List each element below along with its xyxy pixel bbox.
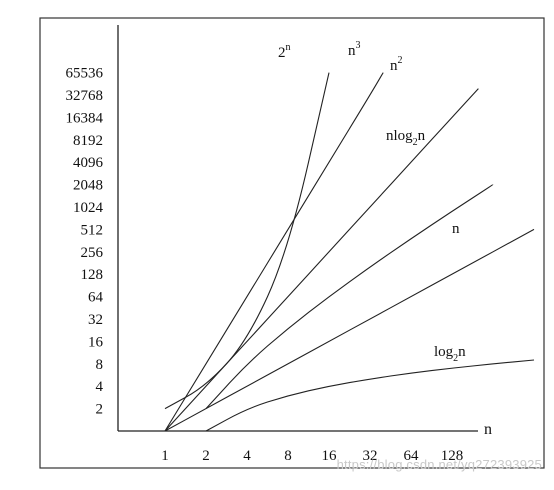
series-label-n3: n3: [348, 40, 361, 59]
chart-frame: [39, 17, 545, 469]
series-label-nlog2n: nlog2n: [386, 128, 426, 148]
series-label-n: n: [452, 221, 460, 237]
series-line-log2n: [205, 359, 535, 432]
y-tick-label: 4: [96, 379, 104, 395]
y-tick-label: 32768: [66, 88, 104, 104]
y-tick-label: 1024: [73, 200, 104, 216]
x-tick-label: 4: [243, 448, 251, 464]
y-tick-label: 512: [81, 222, 104, 238]
y-tick-label: 16384: [66, 110, 104, 126]
y-tick-label: 32: [88, 312, 103, 328]
y-tick-label: 16: [88, 334, 104, 350]
y-tick-label: 128: [81, 267, 104, 283]
x-tick-label: 2: [202, 448, 210, 464]
y-tick-labels: 2 4 8 16 32 64 128 256 512 1024 2048 4096 8192 16384 3…: [66, 66, 104, 418]
series-line-n2: [164, 88, 479, 432]
x-tick-label: 1: [161, 448, 169, 464]
y-tick-label: 2048: [73, 178, 103, 194]
series-label-log2n: log2n: [434, 344, 466, 364]
series-label-2n: 2n: [278, 42, 291, 61]
x-tick-label: 16: [322, 448, 338, 464]
x-axis-label: n: [484, 421, 492, 438]
y-tick-label: 65536: [66, 66, 104, 82]
series-line-2n: [164, 72, 330, 410]
x-tick-labels: 1 2 4 8 16 32 64 128: [161, 448, 463, 464]
y-tick-label: 8192: [73, 133, 103, 149]
y-tick-label: 4096: [73, 155, 104, 171]
y-tick-label: 256: [81, 245, 104, 261]
y-tick-label: 8: [96, 357, 104, 373]
x-tick-label: 8: [284, 448, 292, 464]
x-tick-label: 128: [441, 448, 464, 464]
x-tick-label: 32: [363, 448, 378, 464]
y-tick-label: 2: [96, 402, 104, 418]
series-line-n: [164, 228, 535, 432]
x-tick-label: 64: [404, 448, 420, 464]
y-tick-label: 64: [88, 290, 104, 306]
watermark-text: https://blog.csdn.net/yq272393925: [336, 457, 542, 472]
series-label-n2: n2: [390, 55, 403, 74]
series-line-nlog2n: [205, 184, 494, 409]
series-line-n3: [164, 72, 384, 432]
series-lines: [164, 72, 535, 432]
